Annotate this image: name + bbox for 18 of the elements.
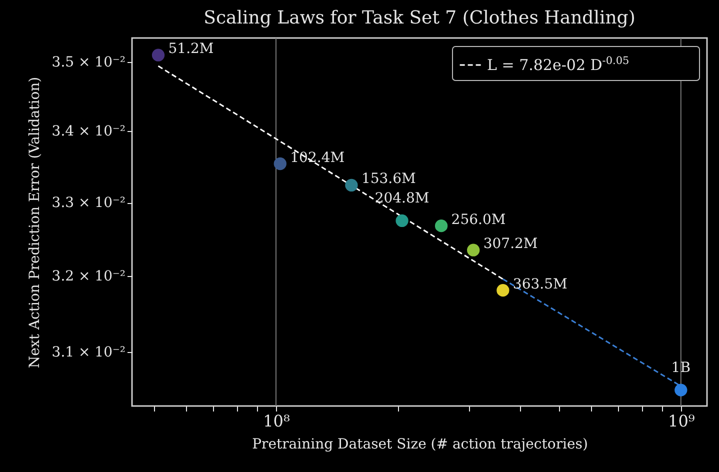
y-tick-label: 3.1 × 10⁻²	[52, 344, 126, 360]
chart-title: Scaling Laws for Task Set 7 (Clothes Handling)	[204, 8, 636, 28]
annotation: 1B	[671, 360, 690, 376]
y-tick-label: 3.4 × 10⁻²	[52, 124, 126, 140]
x-axis-title: Pretraining Dataset Size (# action trajectories)	[252, 436, 588, 452]
annotation: 51.2M	[168, 41, 214, 58]
x-tick-label: 10⁹	[668, 412, 696, 430]
y-tick-label: 3.2 × 10⁻²	[52, 268, 126, 285]
annotation: 204.8M	[374, 190, 430, 207]
annotation: 363.5M	[512, 276, 568, 292]
annotation: 307.2M	[483, 236, 538, 252]
annotation: 256.0M	[451, 212, 506, 228]
x-tick-label: 10⁸	[263, 412, 290, 430]
annotation: 153.6M	[361, 171, 416, 188]
y-axis-title: Next Action Prediction Error (Validation)	[26, 76, 43, 368]
y-tick-label: 3.3 × 10⁻²	[52, 195, 126, 212]
y-tick-label: 3.5 × 10⁻²	[52, 54, 126, 70]
legend-label: L = 7.82e-02 D$^{-0.05}$	[487, 55, 630, 74]
